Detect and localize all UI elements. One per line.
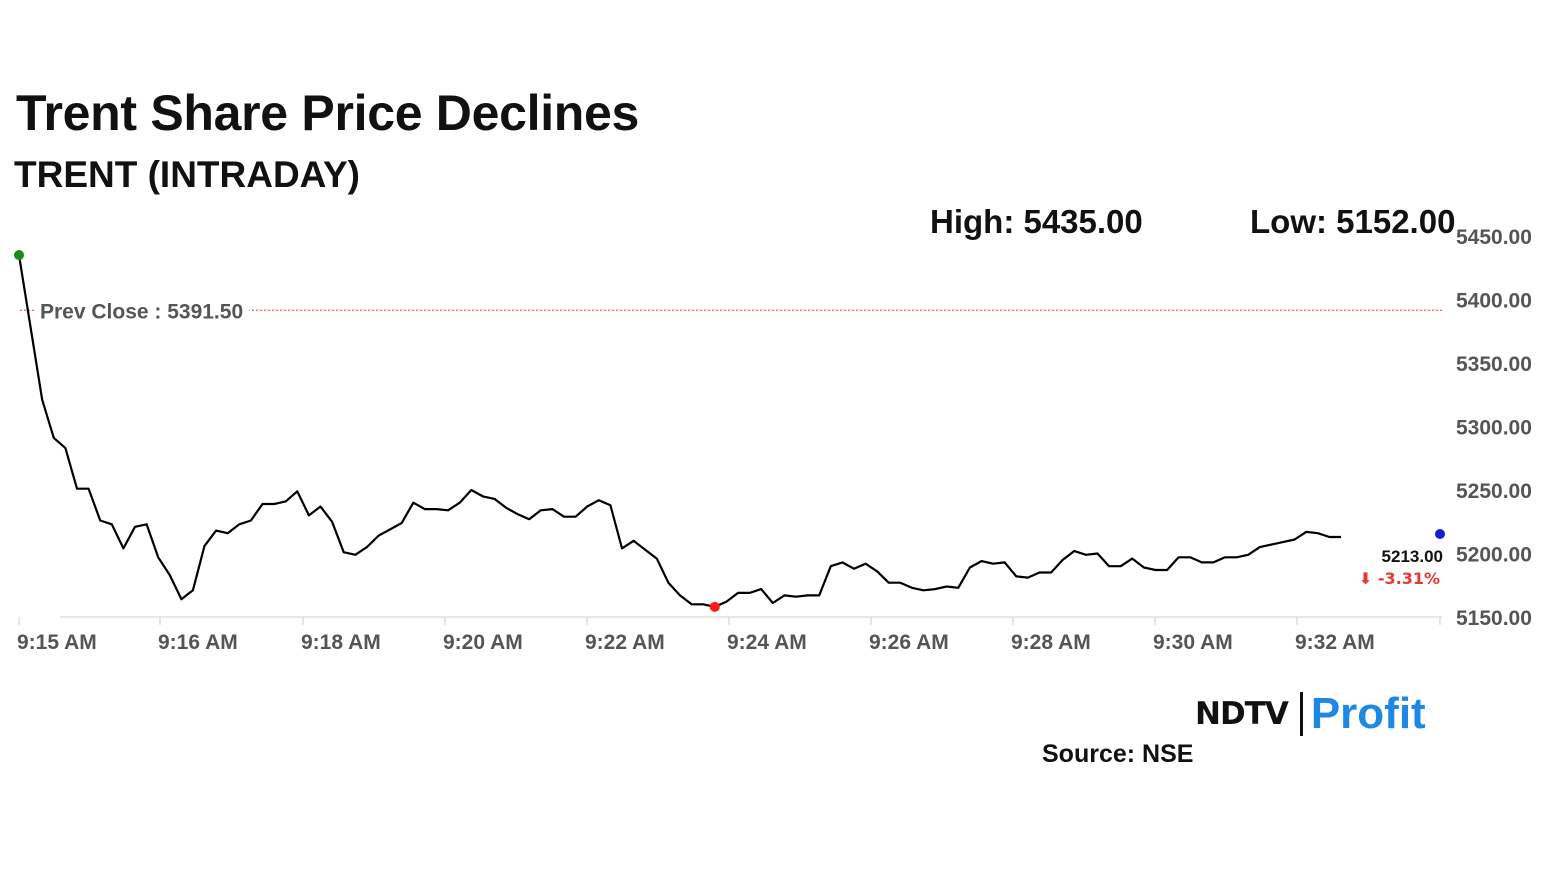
- y-tick-label: 5200.00: [1456, 544, 1532, 567]
- source-note: Source: NSE: [1042, 740, 1194, 768]
- y-tick-label: 5400.00: [1456, 290, 1532, 313]
- percent-change-label: ⬇ -3.31%: [1359, 569, 1440, 588]
- logo-profit-text: Profit: [1310, 689, 1426, 738]
- ndtv-profit-logo: NDTV Profit: [1195, 689, 1426, 738]
- x-tick-label: 9:18 AM: [301, 631, 381, 654]
- y-tick-label: 5250.00: [1456, 480, 1532, 503]
- x-axis: 9:15 AM 9:16 AM 9:18 AM 9:20 AM 9:22 AM 9:24 …: [17, 617, 1441, 654]
- logo-ndtv-text: NDTV: [1195, 696, 1289, 732]
- logo-divider: [1299, 692, 1303, 736]
- chart-subtitle: TRENT (INTRADAY): [14, 154, 361, 195]
- high-value: High: 5435.00: [930, 203, 1143, 240]
- open-price-marker: [14, 250, 24, 261]
- x-tick-label: 9:16 AM: [158, 631, 238, 654]
- price-line: [17, 254, 1341, 608]
- x-tick-label: 9:30 AM: [1153, 631, 1233, 654]
- y-tick-label: 5350.00: [1456, 353, 1532, 376]
- low-value: Low: 5152.00: [1250, 203, 1456, 240]
- y-axis: 5450.00 5400.00 5350.00 5300.00 5250.00 5200.…: [1456, 226, 1532, 630]
- x-tick-label: 9:15 AM: [17, 631, 97, 654]
- day-low-marker: [709, 601, 720, 612]
- y-tick-label: 5300.00: [1456, 417, 1532, 440]
- y-tick-label: 5150.00: [1456, 607, 1532, 630]
- x-tick-label: 9:32 AM: [1295, 631, 1375, 654]
- x-tick-label: 9:28 AM: [1011, 631, 1091, 654]
- last-price-marker: [1435, 528, 1445, 539]
- x-tick-label: 9:20 AM: [443, 631, 523, 654]
- prev-close-label-background: [34, 298, 250, 326]
- x-tick-label: 9:26 AM: [869, 631, 949, 654]
- x-tick-label: 9:22 AM: [585, 631, 665, 654]
- last-price-label: 5213.00: [1382, 547, 1443, 566]
- y-tick-label: 5450.00: [1456, 226, 1532, 249]
- chart-title: Trent Share Price Declines: [16, 85, 640, 141]
- prev-close-label: Prev Close : 5391.50: [40, 300, 243, 323]
- x-tick-label: 9:24 AM: [727, 631, 807, 654]
